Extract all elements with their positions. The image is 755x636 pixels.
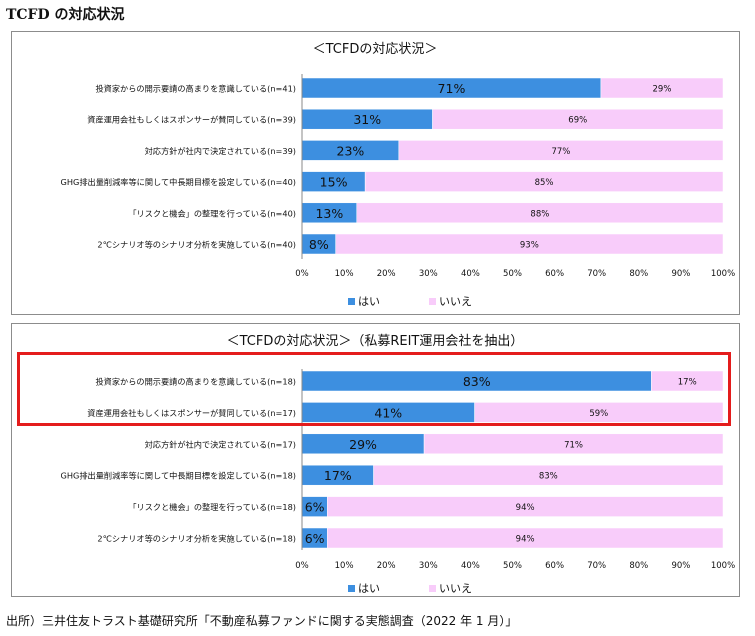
legend-no-swatch [429, 298, 436, 305]
category-label: 対応方針が社内で決定されている(n=17) [145, 439, 296, 449]
category-label: 「リスクと機会」の整理を行っている(n=40) [128, 208, 296, 218]
x-tick-label: 30% [419, 269, 438, 279]
legend-no-label: いいえ [439, 582, 472, 595]
data-label-no: 17% [678, 378, 697, 388]
bar-no [474, 402, 724, 423]
bar-no [423, 433, 724, 455]
data-label-yes: 13% [315, 206, 343, 221]
data-label-yes: 23% [337, 143, 365, 158]
chart-panel-all: ＜TCFDの対応状況＞ 投資家からの開示要請の高まりを意識している(n=41) 71… [11, 31, 740, 315]
x-tick-label: 60% [545, 561, 564, 571]
legend-yes-label: はい [358, 295, 380, 308]
x-tick-label: 70% [587, 269, 606, 279]
x-tick-label: 100% [711, 269, 735, 279]
bar-no [356, 202, 724, 224]
bar-no [651, 370, 724, 392]
category-label: 2℃シナリオ等のシナリオ分析を実施している(n=40) [97, 240, 296, 250]
category-label: 「リスクと機会」の整理を行っている(n=18) [128, 502, 296, 512]
data-label-no: 29% [653, 85, 672, 95]
legend-yes-label: はい [358, 582, 380, 595]
x-tick-label: 80% [629, 269, 648, 279]
x-tick-label: 40% [461, 269, 480, 279]
data-label-no: 69% [568, 116, 587, 126]
bar-no [335, 233, 724, 255]
x-tick-label: 30% [419, 561, 438, 571]
legend-yes-swatch [348, 585, 355, 592]
chart-svg-private-reit: ＜TCFDの対応状況＞（私募REIT運用会社を抽出） 投資家からの開示要請の高まり… [60, 333, 735, 595]
data-label-yes: 71% [438, 81, 466, 96]
chart-svg-all: ＜TCFDの対応状況＞ 投資家からの開示要請の高まりを意識している(n=41) 71… [60, 42, 735, 308]
legend-yes-swatch [348, 298, 355, 305]
x-tick-label: 0% [295, 269, 309, 279]
x-tick-label: 100% [711, 561, 735, 571]
category-label: 資産運用会社もしくはスポンサーが賛同している(n=17) [87, 408, 296, 418]
data-label-yes: 83% [463, 374, 491, 389]
category-label: 資産運用会社もしくはスポンサーが賛同している(n=39) [87, 115, 296, 125]
category-label: 投資家からの開示要請の高まりを意識している(n=41) [95, 84, 296, 94]
legend-no-label: いいえ [439, 295, 472, 308]
data-label-no: 94% [516, 503, 535, 513]
x-tick-label: 10% [335, 561, 354, 571]
x-tick-label: 10% [335, 269, 354, 279]
legend-no-swatch [429, 585, 436, 592]
x-tick-label: 50% [503, 561, 522, 571]
x-tick-label: 0% [295, 561, 309, 571]
data-label-yes: 41% [374, 405, 402, 420]
category-label: GHG排出量削減率等に関して中長期目標を設定している(n=18) [60, 471, 296, 481]
data-label-no: 83% [539, 472, 558, 482]
data-label-yes: 17% [324, 468, 352, 483]
data-label-yes: 15% [320, 175, 348, 190]
data-label-yes: 29% [349, 437, 377, 452]
bar-no [373, 464, 724, 486]
data-label-no: 94% [516, 535, 535, 545]
source-note: 出所）三井住友トラスト基礎研究所「不動産私募ファンドに関する実態調査（2022 … [6, 614, 518, 628]
data-label-yes: 31% [353, 112, 381, 127]
data-label-no: 71% [564, 440, 583, 450]
bar-no [364, 171, 724, 192]
chart-panel-private-reit: ＜TCFDの対応状況＞（私募REIT運用会社を抽出） 投資家からの開示要請の高まり… [11, 323, 740, 597]
category-label: 2℃シナリオ等のシナリオ分析を実施している(n=18) [97, 534, 296, 544]
x-tick-label: 90% [671, 269, 690, 279]
chart-title: ＜TCFDの対応状況＞ [313, 42, 438, 57]
chart-title: ＜TCFDの対応状況＞（私募REIT運用会社を抽出） [227, 333, 524, 349]
x-tick-label: 50% [503, 269, 522, 279]
x-tick-label: 40% [461, 561, 480, 571]
bar-no [398, 140, 724, 161]
x-tick-label: 80% [629, 561, 648, 571]
category-label: 投資家からの開示要請の高まりを意識している(n=18) [95, 377, 296, 387]
bar-no [600, 77, 724, 99]
x-tick-label: 20% [377, 561, 396, 571]
category-label: GHG排出量削減率等に関して中長期目標を設定している(n=40) [60, 177, 296, 187]
page-title: TCFD の対応状況 [6, 7, 125, 23]
category-label: 対応方針が社内で決定されている(n=39) [145, 146, 296, 156]
data-label-no: 85% [535, 178, 554, 188]
x-tick-label: 90% [671, 561, 690, 571]
x-tick-label: 60% [545, 269, 564, 279]
highlight-box [17, 352, 731, 426]
bar-no [327, 496, 724, 517]
data-label-no: 93% [520, 241, 539, 251]
x-tick-label: 20% [377, 269, 396, 279]
data-label-no: 59% [589, 409, 608, 419]
data-label-yes: 8% [309, 237, 329, 252]
data-label-yes: 6% [305, 531, 325, 546]
x-tick-label: 70% [587, 561, 606, 571]
data-label-no: 88% [530, 209, 549, 219]
data-label-no: 77% [551, 147, 570, 157]
bar-no [432, 108, 724, 130]
bar-no [327, 527, 724, 549]
data-label-yes: 6% [305, 500, 325, 515]
